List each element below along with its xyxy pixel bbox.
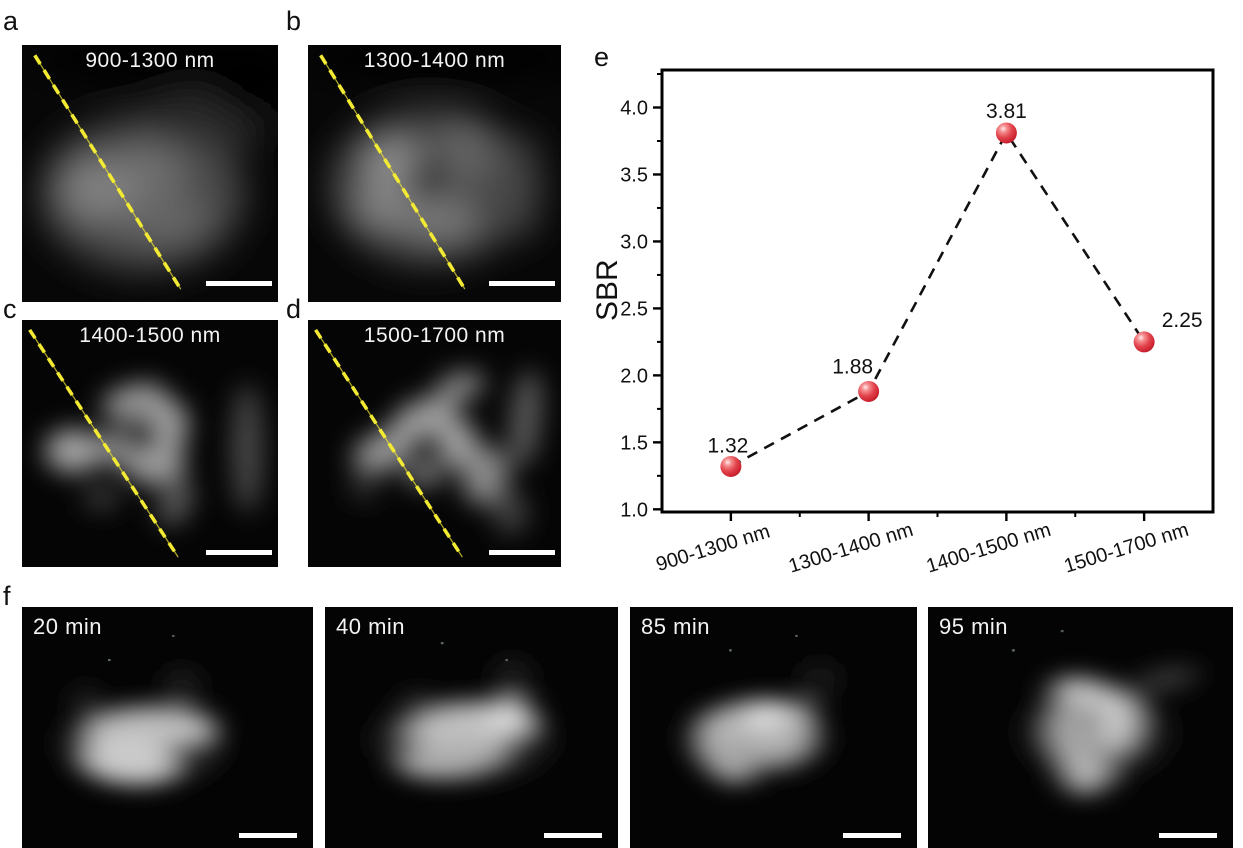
- micrograph-b: 1300-1400 nm: [308, 45, 561, 302]
- wavelength-label: 1300-1400 nm: [363, 49, 506, 72]
- micrograph-f4: 95 min: [928, 607, 1233, 848]
- scale-bar: [544, 833, 602, 838]
- svg-text:1.88: 1.88: [832, 355, 873, 378]
- svg-text:1.32: 1.32: [707, 434, 748, 457]
- scale-bar: [489, 281, 555, 286]
- fluorescence-image: [22, 45, 278, 302]
- panel-letter-e: e: [594, 42, 610, 72]
- time-label: 40 min: [336, 614, 406, 639]
- micrograph-f3: 85 min: [630, 607, 917, 848]
- svg-text:1300-1400 nm: 1300-1400 nm: [786, 519, 916, 578]
- sbr-chart-svg: 1.0 1.5 2.0 2.5 3.0 3.5 4.0 900-1300 nm 1300-140…: [620, 68, 1215, 578]
- svg-text:2.25: 2.25: [1162, 309, 1203, 332]
- wavelength-label: 1400-1500 nm: [79, 324, 221, 347]
- fluorescence-image: [630, 607, 917, 848]
- scale-bar: [239, 833, 297, 838]
- cross-section-line: [33, 54, 183, 291]
- svg-text:1500-1700 nm: 1500-1700 nm: [1061, 519, 1191, 578]
- wavelength-label: 1500-1700 nm: [363, 324, 506, 347]
- svg-text:1400-1500 nm: 1400-1500 nm: [924, 519, 1054, 578]
- fluorescence-image: [22, 607, 313, 848]
- time-label: 85 min: [641, 614, 711, 639]
- panel-letter-f: f: [3, 581, 11, 611]
- sbr-chart: 1.0 1.5 2.0 2.5 3.0 3.5 4.0 900-1300 nm 1300-140…: [596, 40, 1243, 585]
- svg-text:3.81: 3.81: [986, 100, 1027, 123]
- svg-text:1.0: 1.0: [620, 499, 648, 521]
- svg-text:3.0: 3.0: [620, 231, 648, 253]
- fluorescence-image: [22, 320, 278, 567]
- scale-bar: [206, 281, 272, 286]
- fluorescence-image: [308, 320, 561, 567]
- scale-bar: [843, 833, 901, 838]
- svg-text:2.5: 2.5: [620, 298, 648, 320]
- micrograph-c: 1400-1500 nm: [22, 320, 278, 567]
- fluorescence-image: [928, 607, 1233, 848]
- scale-bar: [489, 550, 555, 555]
- panel-letter-a: a: [3, 6, 19, 36]
- svg-text:4.0: 4.0: [620, 98, 648, 120]
- svg-text:900-1300 nm: 900-1300 nm: [654, 521, 773, 577]
- cross-section-line: [319, 54, 467, 291]
- cross-section-line: [28, 328, 180, 559]
- svg-text:3.5: 3.5: [620, 164, 648, 186]
- scale-bar: [206, 550, 272, 555]
- time-label: 95 min: [939, 614, 1009, 639]
- panel-letter-d: d: [286, 294, 302, 324]
- micrograph-f2: 40 min: [325, 607, 618, 848]
- time-label: 20 min: [33, 614, 103, 639]
- panel-letter-b: b: [286, 6, 302, 36]
- wavelength-label: 900-1300 nm: [85, 49, 215, 72]
- cross-section-line: [314, 328, 464, 559]
- micrograph-f1: 20 min: [22, 607, 313, 848]
- svg-text:1.5: 1.5: [620, 432, 648, 454]
- scale-bar: [1159, 833, 1217, 838]
- panel-letter-c: c: [3, 294, 17, 324]
- fluorescence-image: [325, 607, 618, 848]
- micrograph-d: 1500-1700 nm: [308, 320, 561, 567]
- svg-text:2.0: 2.0: [620, 365, 648, 387]
- micrograph-a: 900-1300 nm: [22, 45, 278, 302]
